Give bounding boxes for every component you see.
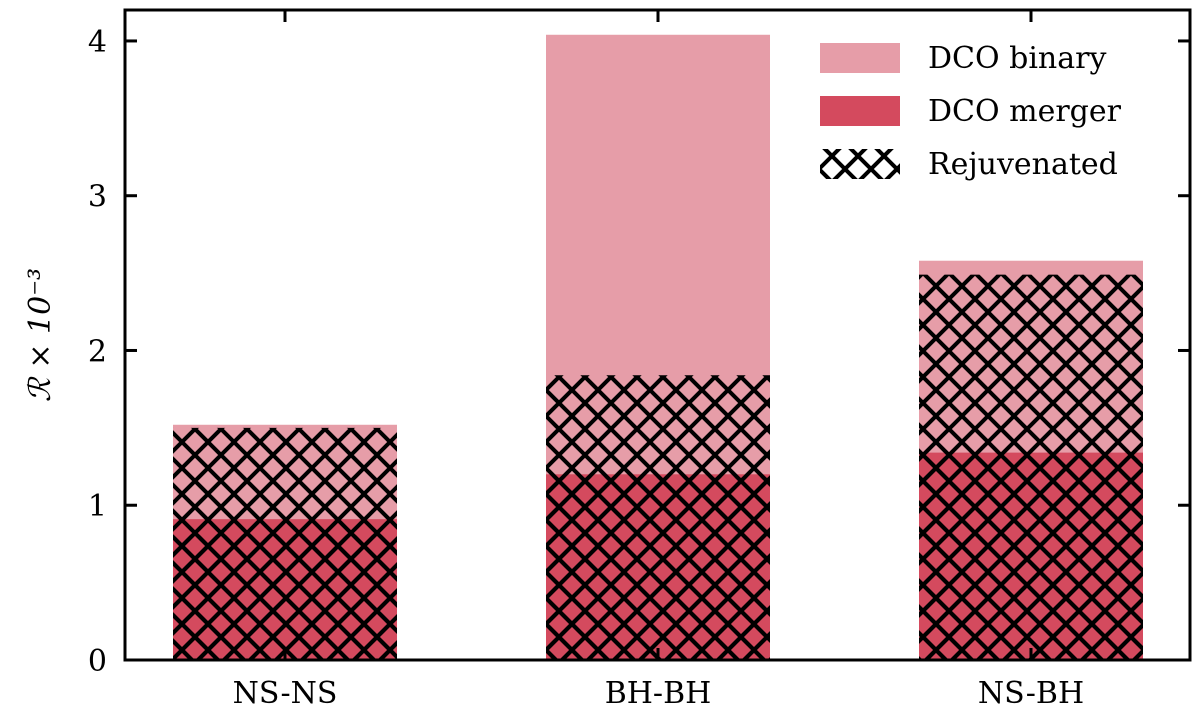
legend-dco-binary-label: DCO binary [928, 41, 1106, 76]
x-tick-label-bh-bh: BH-BH [605, 676, 712, 711]
y-tick-label: 4 [88, 25, 107, 60]
legend-dco-binary-swatch [820, 43, 900, 73]
y-tick-label: 2 [88, 334, 107, 369]
y-axis: 0 1 2 3 4 [88, 25, 1190, 679]
hatch-rejuvenated-merger-bh-bh [546, 477, 770, 660]
hatch-rejuvenated-merger-ns-ns [173, 534, 397, 660]
x-tick-label-ns-bh: NS-BH [978, 676, 1084, 711]
legend-dco-merger-swatch [820, 96, 900, 126]
legend-rejuvenated-label: Rejuvenated [928, 147, 1118, 182]
y-tick-label: 0 [88, 644, 107, 679]
hatch-rejuvenated-merger-ns-bh [919, 457, 1143, 660]
legend-dco-merger-label: DCO merger [928, 94, 1122, 129]
x-tick-label-ns-ns: NS-NS [233, 676, 338, 711]
bars-layer [173, 34, 1143, 661]
x-axis: NS-NS BH-BH NS-BH [233, 10, 1084, 711]
y-tick-label: 3 [88, 180, 107, 215]
y-axis-label: ℛ × 10⁻³ [23, 268, 58, 402]
y-tick-label: 1 [88, 489, 107, 524]
legend: DCO binary DCO merger Rejuvenated [820, 41, 1122, 182]
legend-rejuvenated-swatch [820, 149, 900, 179]
